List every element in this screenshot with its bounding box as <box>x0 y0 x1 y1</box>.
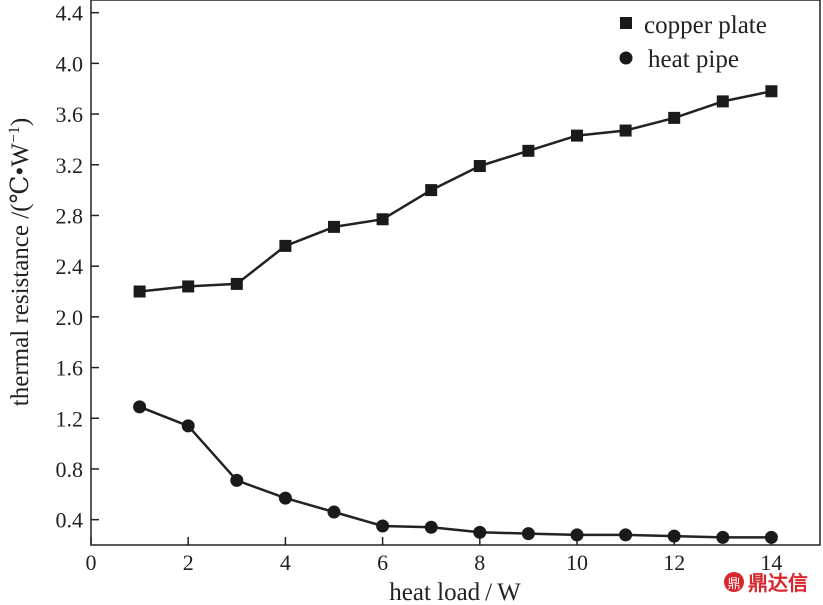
legend-marker-heat-pipe <box>619 51 633 65</box>
data-point-copper-plate <box>279 239 292 252</box>
x-axis-title: heat load / W <box>389 579 521 605</box>
legend-label-heat-pipe: heat pipe <box>648 46 739 73</box>
data-point-heat-pipe <box>424 520 438 534</box>
data-point-heat-pipe <box>619 528 633 542</box>
legend-marker-copper-plate <box>620 17 632 29</box>
data-point-copper-plate <box>473 160 486 173</box>
x-tick-label: 6 <box>377 550 388 575</box>
x-tick-label: 10 <box>566 550 588 575</box>
data-point-copper-plate <box>425 184 438 197</box>
data-point-heat-pipe <box>181 419 195 433</box>
series-line-copper-plate <box>139 90 772 293</box>
plot-area <box>90 0 821 546</box>
data-point-copper-plate <box>328 220 340 233</box>
data-point-heat-pipe <box>570 528 584 542</box>
x-tick-label: 4 <box>280 550 291 575</box>
x-tick-label: 0 <box>86 550 97 575</box>
data-point-copper-plate <box>522 144 535 157</box>
data-point-copper-plate <box>376 213 389 226</box>
watermark: 鼎 鼎达信 <box>724 571 808 595</box>
data-point-copper-plate <box>230 277 243 290</box>
x-axis: 0 2 4 6 8 10 12 14 <box>86 537 782 575</box>
y-axis-title: thermal resistance /(℃•W−1) <box>6 118 34 406</box>
y-tick-label: 2.4 <box>56 254 84 279</box>
y-tick-label: 3.6 <box>56 102 84 127</box>
plot-frame <box>90 0 821 546</box>
data-point-copper-plate <box>182 280 195 293</box>
data-point-heat-pipe <box>473 525 487 539</box>
data-point-heat-pipe <box>521 527 535 541</box>
data-point-heat-pipe <box>716 530 730 544</box>
y-axis-title-close: ) <box>7 118 34 126</box>
y-tick-label: 1.2 <box>56 406 84 431</box>
watermark-logo-glyph: 鼎 <box>727 577 740 592</box>
y-tick-label: 0.8 <box>56 457 84 482</box>
data-point-copper-plate <box>133 285 146 298</box>
series-layer <box>133 85 778 544</box>
data-point-copper-plate <box>619 124 632 137</box>
data-point-copper-plate <box>668 111 681 124</box>
data-point-heat-pipe <box>230 473 244 487</box>
y-tick-label: 2.0 <box>56 305 84 330</box>
legend: copper plate heat pipe <box>619 12 767 73</box>
y-axis: 0.4 0.8 1.2 1.6 2.0 2.4 2.8 3.2 3.6 4.0 4.4 <box>56 1 99 533</box>
x-tick-label: 8 <box>474 550 485 575</box>
y-tick-label: 0.4 <box>56 508 84 533</box>
series-line-heat-pipe <box>139 405 772 539</box>
data-point-copper-plate <box>716 95 729 108</box>
data-point-heat-pipe <box>667 529 681 543</box>
watermark-text: 鼎达信 <box>748 571 808 595</box>
y-tick-label: 4.0 <box>56 51 84 76</box>
data-point-copper-plate <box>765 85 778 98</box>
y-tick-label: 3.2 <box>56 153 84 178</box>
y-tick-label: 4.4 <box>56 1 84 26</box>
y-tick-label: 1.6 <box>56 356 84 381</box>
data-point-heat-pipe <box>376 519 390 533</box>
watermark-logo-icon <box>724 572 744 592</box>
y-tick-label: 2.8 <box>56 203 84 228</box>
x-tick-label: 12 <box>663 550 685 575</box>
x-tick-label: 2 <box>183 550 194 575</box>
y-axis-title-sup: −1 <box>6 126 23 143</box>
data-point-heat-pipe <box>764 530 778 544</box>
legend-label-copper-plate: copper plate <box>644 12 767 39</box>
data-point-heat-pipe <box>327 505 341 519</box>
y-axis-title-main: thermal resistance /(℃•W <box>7 143 34 406</box>
x-tick-label: 14 <box>760 550 782 575</box>
data-point-heat-pipe <box>278 491 292 505</box>
data-point-copper-plate <box>571 129 583 142</box>
data-point-heat-pipe <box>133 400 147 414</box>
